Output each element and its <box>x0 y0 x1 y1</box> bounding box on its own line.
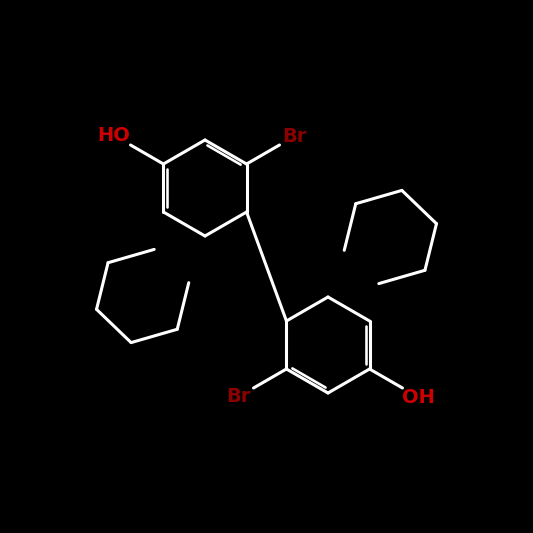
Text: HO: HO <box>98 126 131 145</box>
Text: Br: Br <box>227 387 251 406</box>
Text: OH: OH <box>402 388 435 407</box>
Text: Br: Br <box>282 127 306 146</box>
